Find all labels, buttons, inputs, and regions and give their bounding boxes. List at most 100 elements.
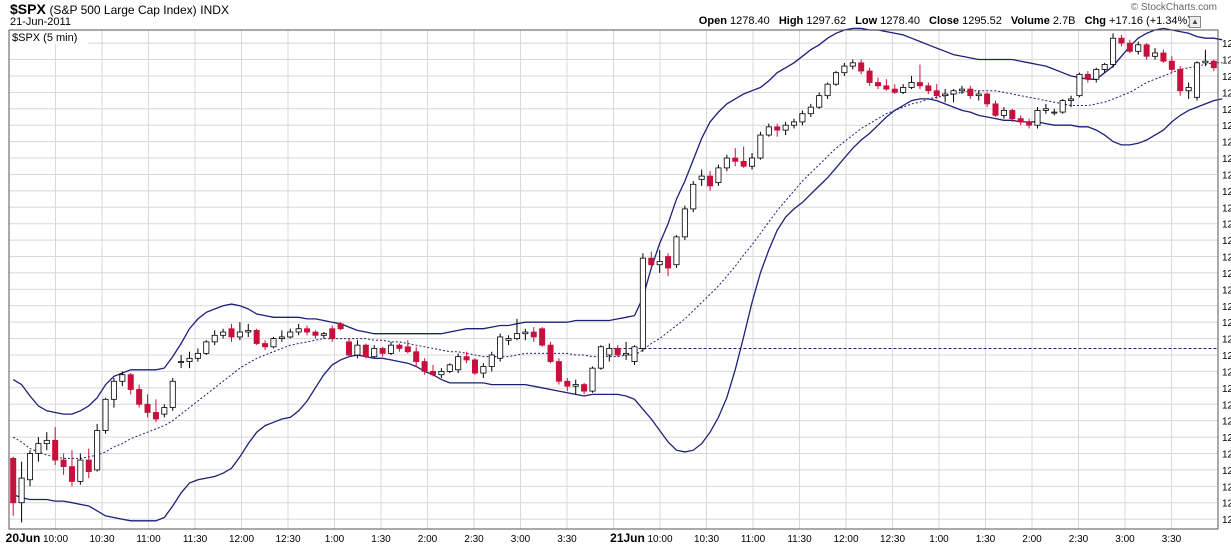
chg-up-arrow-icon[interactable]: ▲ xyxy=(1189,16,1201,28)
candle-body xyxy=(648,257,655,266)
candle-up xyxy=(102,397,109,434)
y-tick-label: 1292 xyxy=(1222,121,1231,132)
candle-up xyxy=(1034,107,1041,129)
candle-up xyxy=(178,355,185,369)
candle-body xyxy=(1177,68,1184,92)
candle-down xyxy=(1143,43,1150,60)
candle-up xyxy=(715,164,722,186)
candle-body xyxy=(799,113,806,123)
candle-body xyxy=(438,371,445,376)
candle-body xyxy=(749,157,756,167)
candle-body xyxy=(186,357,193,362)
candle-body xyxy=(1210,60,1217,69)
x-tick-label: 3:00 xyxy=(1115,534,1135,545)
candle-body xyxy=(463,356,470,361)
candle-body xyxy=(1118,37,1125,44)
candle-body xyxy=(404,346,411,353)
candle-body xyxy=(228,328,235,338)
candle-body xyxy=(413,351,420,362)
volume-label: Volume xyxy=(1010,15,1050,27)
candle-body xyxy=(1076,73,1083,97)
candle-body xyxy=(480,366,487,374)
candle-up xyxy=(1194,61,1201,101)
candle-body xyxy=(262,343,269,348)
candle-body xyxy=(110,380,117,400)
x-tick-label: 11:30 xyxy=(183,534,208,545)
candle-body xyxy=(220,331,227,336)
candle-up xyxy=(606,343,613,362)
x-tick-label: 11:00 xyxy=(136,534,161,545)
candle-up xyxy=(631,345,638,365)
candle-body xyxy=(312,331,319,336)
candle-body xyxy=(639,257,646,349)
y-tick-label: 1285 xyxy=(1222,236,1231,247)
candle-body xyxy=(1126,42,1133,52)
panel-label-bg xyxy=(10,31,88,44)
candle-body xyxy=(236,331,243,338)
candle-body xyxy=(203,341,210,354)
candle-up xyxy=(799,110,806,126)
candle-body xyxy=(211,334,218,343)
candle-body xyxy=(304,328,311,333)
candle-down xyxy=(1126,39,1133,53)
candle-up xyxy=(245,323,252,337)
chg-label: Chg xyxy=(1084,15,1106,27)
candle-up xyxy=(1051,108,1058,116)
close-label: Close xyxy=(929,15,960,27)
plot-frame xyxy=(8,29,1219,530)
candle-down xyxy=(253,328,260,346)
candle-up xyxy=(942,89,949,103)
candle-body xyxy=(421,361,428,372)
candle-body xyxy=(816,95,823,108)
candle-up xyxy=(572,379,579,395)
candle-down xyxy=(60,453,67,475)
candle-body xyxy=(530,331,537,338)
candle-down xyxy=(127,373,134,395)
candle-body xyxy=(1202,60,1209,64)
candle-up xyxy=(220,328,227,339)
candle-up xyxy=(757,131,764,160)
candle-up xyxy=(1202,49,1209,67)
credit-label: © StockCharts.com xyxy=(1130,2,1217,13)
candle-down xyxy=(396,343,403,352)
candle-down xyxy=(547,341,554,364)
candle-down xyxy=(1026,118,1033,129)
candle-body xyxy=(900,87,907,93)
x-tick-label: 11:30 xyxy=(787,534,812,545)
candle-body xyxy=(52,439,59,461)
candle-body xyxy=(950,90,957,95)
candle-body xyxy=(757,134,764,159)
y-tick-label: 1289 xyxy=(1222,170,1231,181)
x-tick-label: 1:30 xyxy=(371,534,391,545)
candle-body xyxy=(858,62,865,72)
candle-up xyxy=(1059,98,1066,114)
y-tick-label: 1269 xyxy=(1222,499,1231,510)
y-tick-label: 1277 xyxy=(1222,367,1231,378)
exchange-label: INDX xyxy=(200,3,229,17)
candle-up xyxy=(35,437,42,462)
candle-down xyxy=(925,82,932,95)
candle-down xyxy=(648,251,655,270)
x-tick-label: 12:30 xyxy=(275,534,300,545)
candle-up xyxy=(43,432,50,451)
candle-body xyxy=(681,208,688,238)
candle-down xyxy=(152,399,159,423)
candle-body xyxy=(1042,108,1049,111)
y-tick-label: 1280 xyxy=(1222,318,1231,329)
candle-up xyxy=(1076,72,1083,98)
candle-down xyxy=(85,448,92,479)
candle-up xyxy=(698,169,705,186)
volume-value: 2.7B xyxy=(1052,15,1076,27)
candle-up xyxy=(589,366,596,393)
candle-body xyxy=(824,83,831,97)
x-tick-label: 10:30 xyxy=(694,534,719,545)
candle-body xyxy=(690,183,697,210)
y-tick-label: 1272 xyxy=(1222,449,1231,460)
candle-down xyxy=(471,358,478,375)
x-tick-label: 2:00 xyxy=(1022,534,1042,545)
candle-up xyxy=(824,82,831,99)
y-tick-label: 1282 xyxy=(1222,285,1231,296)
candle-up xyxy=(388,341,395,356)
candle-body xyxy=(1051,111,1058,114)
candle-body xyxy=(488,354,495,367)
